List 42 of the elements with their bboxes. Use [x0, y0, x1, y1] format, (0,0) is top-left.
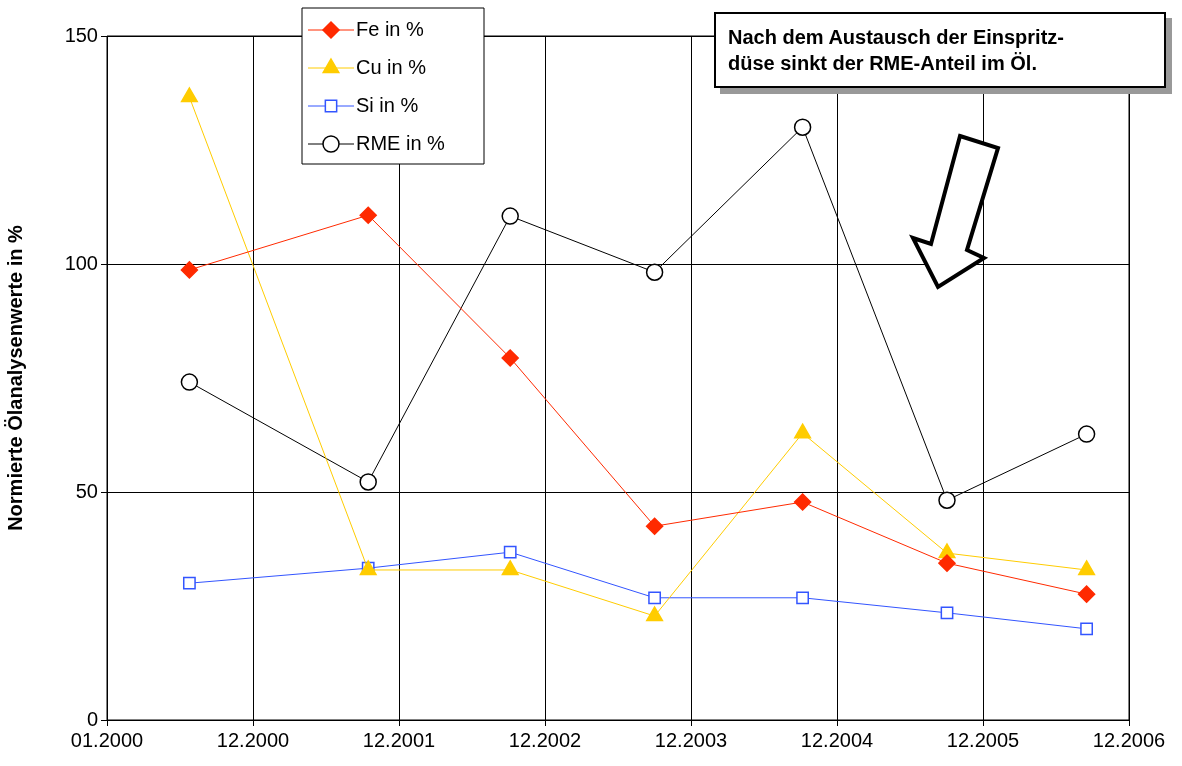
point: [646, 606, 664, 622]
y-tick-label: 150: [64, 23, 98, 46]
x-tick-label: 12.2002: [508, 728, 582, 751]
point: [794, 423, 812, 439]
point: [1080, 622, 1094, 636]
legend-label: RME in %: [356, 131, 446, 154]
point: [940, 606, 954, 620]
point: [796, 591, 810, 605]
legend-label: Si in %: [356, 93, 419, 116]
point: [938, 491, 956, 509]
point: [645, 263, 664, 281]
point: [501, 560, 519, 576]
x-tick-label: 12.2001: [362, 728, 436, 751]
point: [1077, 585, 1096, 603]
point: [1078, 560, 1096, 576]
point: [503, 545, 517, 559]
legend-label: Cu in %: [356, 55, 427, 78]
y-tick-label: 100: [64, 251, 98, 274]
point: [648, 591, 662, 605]
point: [359, 473, 377, 491]
x-tick-label: 12.2003: [654, 728, 728, 751]
legend-label: Fe in %: [356, 17, 425, 40]
x-tick-label: 12.2000: [216, 728, 290, 751]
point: [1077, 425, 1096, 443]
point: [180, 87, 198, 103]
point: [359, 206, 377, 224]
point: [501, 349, 519, 367]
x-tick-label: 01.2000: [70, 728, 144, 751]
x-tick-label: 12.2004: [800, 728, 874, 751]
y-tick-label: 0: [86, 707, 98, 730]
point: [793, 493, 812, 511]
x-tick-label: 12.2005: [946, 728, 1020, 751]
point: [180, 373, 199, 391]
y-tick-label: 50: [75, 479, 98, 502]
x-tick-label: 12.2006: [1092, 728, 1166, 751]
point: [501, 207, 519, 225]
point: [793, 118, 812, 136]
point: [645, 517, 664, 535]
point: [180, 261, 199, 279]
point: [938, 554, 956, 572]
point: [182, 576, 196, 590]
y-axis-title: Normierte Ölanalysenwerte in %: [3, 224, 26, 531]
